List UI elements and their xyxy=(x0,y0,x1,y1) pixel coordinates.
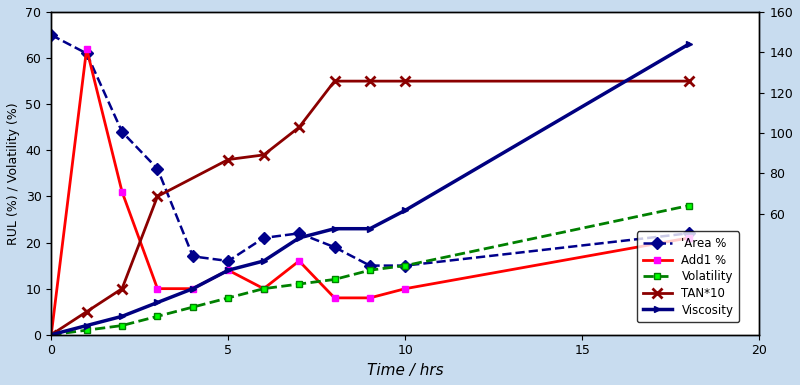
Add1 % xyxy=(259,286,269,291)
Viscosity xyxy=(118,314,127,319)
Line: Add1 %: Add1 % xyxy=(48,45,692,338)
X-axis label: Time / hrs: Time / hrs xyxy=(367,363,444,378)
TAN*10 xyxy=(82,310,91,314)
Legend: 'Area %, Add1 %, Volatility, TAN*10, Viscosity: 'Area %, Add1 %, Volatility, TAN*10, Vis… xyxy=(637,231,739,322)
TAN*10 xyxy=(365,79,374,84)
Viscosity xyxy=(294,236,304,240)
Volatility xyxy=(330,277,339,282)
TAN*10 xyxy=(153,194,162,199)
Volatility xyxy=(223,296,233,300)
'Area % xyxy=(259,236,269,240)
Viscosity xyxy=(401,208,410,213)
Volatility xyxy=(401,263,410,268)
Volatility xyxy=(118,323,127,328)
'Area % xyxy=(46,33,56,37)
'Area % xyxy=(330,245,339,249)
Line: TAN*10: TAN*10 xyxy=(46,76,694,340)
Add1 % xyxy=(401,286,410,291)
Add1 % xyxy=(188,286,198,291)
Add1 % xyxy=(153,286,162,291)
Viscosity xyxy=(82,323,91,328)
Volatility xyxy=(188,305,198,310)
Viscosity xyxy=(188,286,198,291)
TAN*10 xyxy=(46,333,56,337)
Viscosity xyxy=(153,300,162,305)
'Area % xyxy=(365,263,374,268)
Line: Viscosity: Viscosity xyxy=(48,41,692,338)
Viscosity xyxy=(46,333,56,337)
Line: Volatility: Volatility xyxy=(49,203,691,338)
'Area % xyxy=(223,259,233,263)
Viscosity xyxy=(684,42,694,47)
Viscosity xyxy=(365,226,374,231)
TAN*10 xyxy=(330,79,339,84)
Add1 % xyxy=(330,296,339,300)
Y-axis label: RUL (%) / Volatility (%): RUL (%) / Volatility (%) xyxy=(7,102,20,245)
Volatility xyxy=(294,282,304,286)
TAN*10 xyxy=(294,125,304,129)
'Area % xyxy=(153,166,162,171)
Volatility xyxy=(153,314,162,319)
'Area % xyxy=(684,231,694,236)
TAN*10 xyxy=(223,157,233,162)
'Area % xyxy=(118,129,127,134)
Viscosity xyxy=(223,268,233,273)
Volatility xyxy=(82,328,91,333)
Viscosity xyxy=(259,259,269,263)
Add1 % xyxy=(82,47,91,51)
Volatility xyxy=(365,268,374,273)
'Area % xyxy=(294,231,304,236)
Add1 % xyxy=(223,268,233,273)
Add1 % xyxy=(118,189,127,194)
Volatility xyxy=(46,333,56,337)
'Area % xyxy=(188,254,198,259)
Add1 % xyxy=(46,333,56,337)
TAN*10 xyxy=(684,79,694,84)
Add1 % xyxy=(684,236,694,240)
Volatility xyxy=(684,203,694,208)
Viscosity xyxy=(330,226,339,231)
TAN*10 xyxy=(259,152,269,157)
Line: 'Area %: 'Area % xyxy=(47,31,693,270)
'Area % xyxy=(401,263,410,268)
'Area % xyxy=(82,51,91,56)
Add1 % xyxy=(294,259,304,263)
TAN*10 xyxy=(118,286,127,291)
Add1 % xyxy=(365,296,374,300)
Volatility xyxy=(259,286,269,291)
TAN*10 xyxy=(401,79,410,84)
